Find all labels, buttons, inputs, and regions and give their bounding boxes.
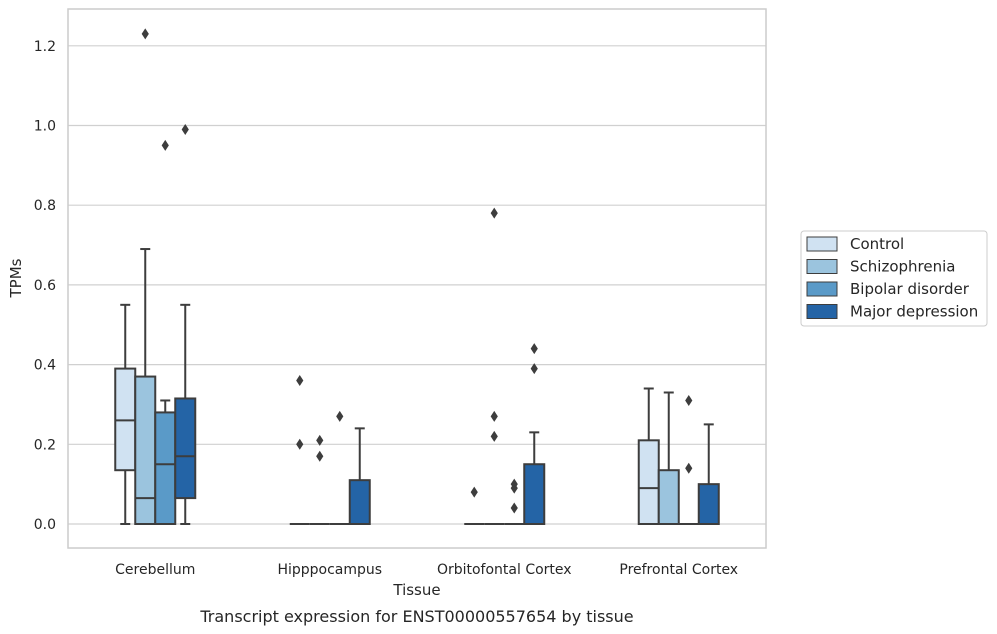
plot-frame [67, 8, 767, 549]
outlier-point [490, 207, 498, 219]
outlier-point [316, 434, 324, 446]
outlier-point [470, 486, 478, 498]
legend-swatch [806, 259, 838, 274]
outlier-point [296, 375, 304, 387]
outlier-point [161, 139, 169, 151]
y-tick-label: 1.0 [34, 119, 56, 135]
outlier-point [490, 430, 498, 442]
legend-item: Bipolar disorder [806, 280, 970, 298]
outlier-point [510, 502, 518, 514]
box-iqr [154, 411, 177, 526]
box-schizophrenia [484, 207, 505, 525]
y-tick-label: 0.2 [34, 437, 56, 453]
box-iqr [523, 463, 546, 526]
legend: Control Schizophrenia Bipolar disorder Majo… [800, 230, 988, 327]
x-tick-label: Hipppocampus [277, 562, 382, 578]
x-tick-label: Cerebellum [115, 562, 195, 578]
box-iqr [697, 483, 720, 525]
outlier-point [490, 410, 498, 422]
y-tick-label: 0.6 [34, 278, 56, 294]
box-schizophrenia [309, 434, 330, 525]
legend-label: Major depression [850, 303, 978, 321]
y-tick-label: 0.4 [34, 358, 56, 374]
y-tick-label: 0.0 [34, 517, 56, 533]
outlier-point [336, 410, 344, 422]
box-iqr [174, 397, 197, 500]
boxes [114, 28, 720, 526]
outlier-point [530, 363, 538, 375]
box-schizophrenia [657, 391, 680, 526]
legend-swatch [806, 304, 838, 319]
legend-label: Control [850, 235, 904, 253]
box-iqr [657, 469, 680, 526]
box-major-depression [174, 123, 197, 525]
box-bipolar-disorder [678, 394, 699, 525]
y-axis-title: TPMs [7, 258, 25, 298]
box-major-depression [697, 423, 720, 525]
legend-frame [800, 230, 988, 327]
box-bipolar-disorder [504, 478, 525, 525]
y-tick-label: 0.8 [34, 198, 56, 214]
x-axis-ticks: Cerebellum Hipppocampus Orbitofontal Corte… [115, 562, 738, 578]
y-tick-label: 1.2 [34, 39, 56, 55]
outlier-point [296, 438, 304, 450]
box-major-depression [348, 427, 371, 526]
legend-item: Control [806, 235, 904, 253]
box-iqr [134, 375, 157, 525]
legend-label: Bipolar disorder [850, 280, 970, 298]
box-control [289, 375, 310, 525]
x-tick-label: Prefrontal Cortex [619, 562, 738, 578]
box-control [464, 486, 485, 525]
outlier-point [181, 123, 189, 135]
outlier-point [316, 450, 324, 462]
outlier-point [530, 343, 538, 355]
outlier-point [141, 28, 149, 40]
outlier-point [685, 394, 693, 406]
box-major-depression [523, 343, 546, 526]
box-bipolar-disorder [329, 410, 350, 525]
legend-swatch [806, 281, 838, 297]
legend-item: Major depression [806, 303, 978, 321]
box-iqr [348, 479, 371, 526]
legend-item: Schizophrenia [806, 258, 955, 276]
box-iqr [637, 439, 660, 525]
legend-label: Schizophrenia [850, 258, 955, 276]
x-tick-label: Orbitofontal Cortex [437, 562, 572, 578]
y-axis-ticks: 0.0 0.2 0.4 0.6 0.8 1.0 1.2 [34, 39, 56, 533]
legend-items: Control Schizophrenia Bipolar disorder Majo… [806, 235, 978, 321]
outlier-point [510, 482, 518, 494]
x-axis-title: Tissue [392, 581, 440, 599]
legend-swatch [806, 236, 838, 252]
chart-caption: Transcript expression for ENST0000055765… [199, 607, 633, 626]
outlier-point [685, 462, 693, 474]
box-control [114, 303, 137, 525]
